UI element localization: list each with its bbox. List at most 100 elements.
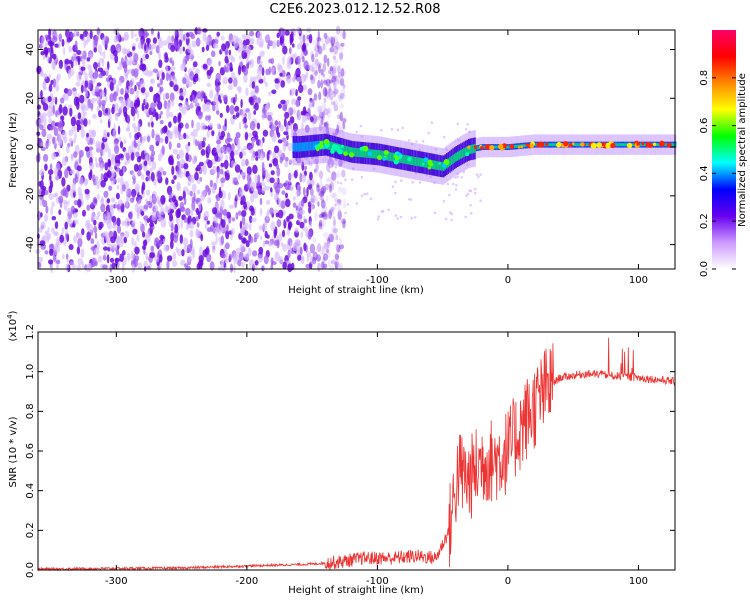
noise-blob: [309, 64, 314, 72]
noise-blob: [232, 217, 235, 222]
ridge-hotspot: [383, 150, 388, 155]
noise-blob: [238, 86, 242, 94]
noise-blob: [272, 157, 278, 167]
noise-blob: [260, 181, 266, 186]
noise-blob: [314, 52, 319, 58]
noise-blob: [260, 148, 264, 153]
noise-blob: [127, 145, 133, 155]
noise-dot: [413, 216, 417, 219]
noise-blob: [220, 235, 225, 245]
colorbar-tick-label: 0.6: [699, 118, 710, 134]
noise-blob: [207, 197, 212, 204]
noise-blob: [239, 227, 245, 237]
noise-blob: [89, 169, 93, 177]
noise-blob: [182, 77, 187, 85]
noise-blob: [338, 92, 342, 102]
noise-blob: [206, 253, 212, 263]
noise-blob: [185, 207, 191, 216]
noise-blob: [327, 209, 331, 217]
noise-blob: [265, 186, 271, 191]
noise-blob: [327, 159, 334, 169]
noise-blob: [342, 203, 347, 209]
noise-blob: [215, 236, 218, 244]
noise-blob: [93, 47, 97, 53]
noise-dot: [323, 216, 327, 220]
noise-blob: [250, 90, 256, 97]
noise-blob: [136, 90, 140, 96]
noise-blob: [123, 111, 128, 118]
noise-blob: [40, 71, 44, 76]
noise-blob: [314, 169, 319, 176]
noise-blob: [96, 62, 101, 68]
noise-blob: [292, 43, 295, 48]
noise-blob: [284, 161, 289, 168]
ridge-hotspot: [537, 143, 542, 148]
noise-blob: [259, 50, 263, 58]
ridge-hotspot: [331, 143, 337, 149]
noise-blob: [94, 246, 100, 255]
ridge-core: [421, 158, 423, 167]
noise-dot: [334, 166, 338, 169]
noise-blob: [315, 162, 319, 172]
noise-blob: [276, 239, 280, 249]
noise-blob: [106, 198, 111, 204]
noise-dot: [446, 182, 450, 186]
noise-blob: [145, 53, 150, 60]
noise-blob: [335, 198, 339, 206]
noise-blob: [93, 61, 98, 70]
noise-blob: [114, 145, 120, 154]
ridge-core: [378, 150, 381, 159]
noise-dot: [394, 180, 397, 184]
ridge-hotspot: [520, 145, 524, 149]
noise-blob: [101, 37, 105, 46]
noise-blob: [44, 49, 49, 55]
noise-blob: [279, 156, 283, 164]
ridge-core: [366, 148, 368, 158]
noise-blob: [86, 132, 89, 138]
noise-dot: [360, 175, 364, 179]
snr-panel: -300 -200 -100 0 100 0.00.20.40.60.81.01.2 H…: [6, 310, 676, 596]
noise-blob: [235, 212, 239, 220]
noise-blob: [243, 52, 248, 59]
noise-blob: [324, 88, 327, 97]
noise-blob: [189, 229, 194, 238]
ridge-core: [552, 143, 555, 147]
noise-blob: [114, 258, 118, 267]
noise-blob: [260, 266, 265, 271]
noise-blob: [54, 192, 59, 198]
noise-blob: [53, 127, 59, 137]
noise-blob: [256, 122, 261, 130]
ridge-core: [303, 142, 306, 152]
noise-blob: [196, 207, 199, 216]
noise-blob: [246, 63, 250, 70]
noise-blob: [144, 42, 147, 51]
noise-blob: [172, 195, 176, 203]
ridge-core: [403, 154, 406, 164]
noise-blob: [221, 43, 227, 52]
noise-dot: [391, 185, 395, 188]
ridge-core: [383, 151, 385, 160]
noise-blob: [220, 199, 225, 209]
noise-blob: [334, 80, 340, 86]
noise-blob: [321, 218, 327, 227]
noise-blob: [288, 47, 292, 55]
colorbar-tick-label: 0.2: [699, 213, 710, 229]
noise-blob: [187, 181, 192, 187]
noise-blob: [98, 73, 104, 79]
noise-blob: [111, 153, 114, 163]
noise-blob: [131, 236, 135, 246]
noise-blob: [52, 53, 57, 60]
noise-blob: [288, 213, 294, 220]
noise-blob: [168, 141, 172, 150]
noise-blob: [192, 128, 198, 138]
noise-blob: [342, 84, 346, 89]
noise-blob: [322, 43, 326, 51]
noise-blob: [125, 127, 131, 132]
noise-blob: [177, 153, 180, 161]
noise-blob: [90, 238, 95, 245]
noise-blob: [326, 244, 330, 253]
noise-blob: [73, 235, 77, 244]
noise-blob: [43, 153, 49, 162]
ridge-core: [436, 161, 439, 170]
noise-blob: [340, 67, 345, 77]
